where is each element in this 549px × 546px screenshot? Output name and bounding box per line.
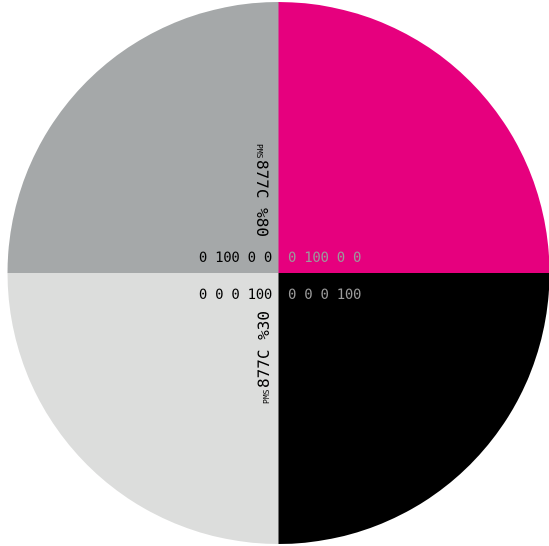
pms-label-top-left: PMS 877C %80	[253, 144, 272, 237]
pms-code-bottom-left: 877C %30	[254, 311, 273, 388]
pms-prefix-bottom-left: PMS	[262, 389, 271, 404]
pms-prefix-top-left: PMS	[255, 144, 264, 159]
quadrant-bottom-right-black	[278, 273, 549, 544]
cmyk-label-bottom-right: 0 0 0 100	[288, 287, 361, 303]
quadrant-bottom-left-light-gray	[7, 273, 279, 544]
cmyk-label-top-left: 0 100 0 0	[199, 250, 272, 266]
cmyk-label-top-right: 0 100 0 0	[288, 250, 361, 266]
quadrant-top-left-gray	[7, 2, 279, 273]
pms-code-top-left: 877C %80	[253, 160, 272, 237]
pms-label-bottom-left: PMS 877C %30	[254, 311, 273, 404]
cmyk-label-bottom-left: 0 0 0 100	[199, 287, 272, 303]
quadrant-top-right-magenta	[278, 2, 549, 273]
